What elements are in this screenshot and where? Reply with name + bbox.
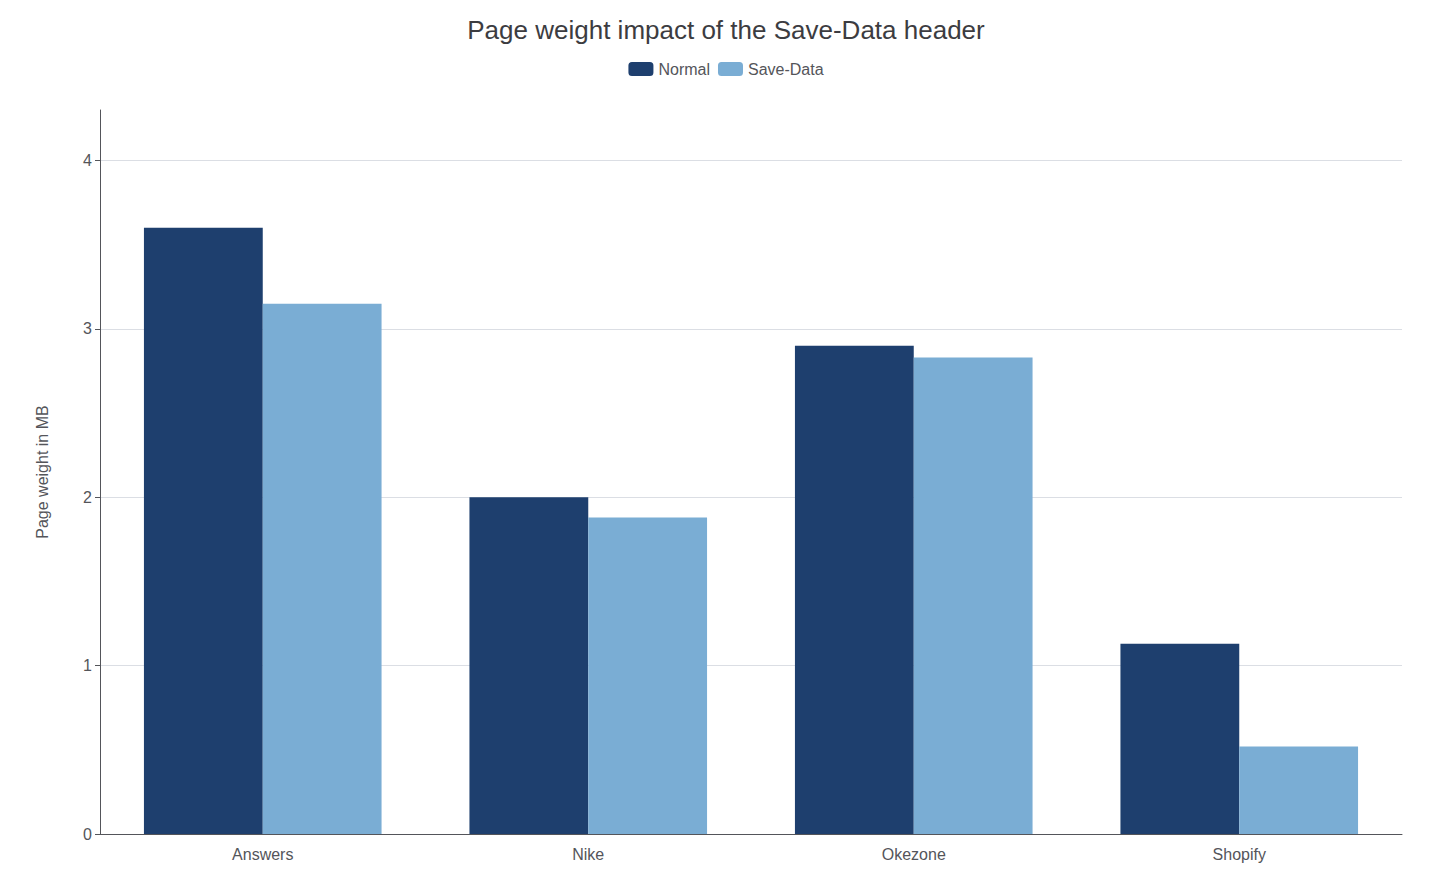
svg-text:Nike: Nike [572,846,604,863]
svg-text:Normal: Normal [658,61,710,78]
svg-text:Okezone: Okezone [882,846,946,863]
svg-text:Save-Data: Save-Data [748,61,824,78]
svg-text:Answers: Answers [232,846,293,863]
svg-text:0: 0 [83,826,92,843]
svg-text:4: 4 [83,152,92,169]
svg-text:Page weight impact of the Save: Page weight impact of the Save-Data head… [467,15,985,45]
svg-text:1: 1 [83,657,92,674]
svg-text:3: 3 [83,320,92,337]
svg-text:Shopify: Shopify [1213,846,1266,863]
svg-text:2: 2 [83,489,92,506]
svg-text:Page weight in MB: Page weight in MB [34,405,51,538]
